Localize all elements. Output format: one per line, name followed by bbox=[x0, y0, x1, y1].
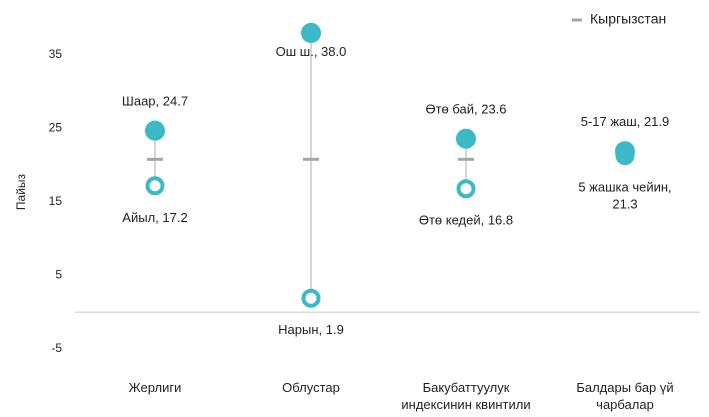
data-label: Шаар, 24.7 bbox=[122, 94, 188, 109]
x-tick-label-line: индексинин квинтили bbox=[401, 397, 530, 412]
y-tick-label: 35 bbox=[49, 47, 63, 61]
x-tick-label-line: чарбалар bbox=[596, 397, 654, 412]
high-dot bbox=[145, 120, 165, 141]
low-dot bbox=[301, 288, 321, 308]
data-label: Нарын, 1.9 bbox=[278, 323, 344, 338]
y-axis-label: Пайыз bbox=[14, 173, 28, 210]
x-tick-label: Жерлиги bbox=[129, 380, 182, 395]
high-dot bbox=[615, 141, 635, 162]
data-label-line: Шаар, 24.7 bbox=[122, 94, 188, 109]
data-label-line: 21.3 bbox=[612, 197, 637, 212]
y-tick-label: -5 bbox=[51, 341, 62, 355]
x-tick-label: Бакубаттуулук индексинин квинтили bbox=[401, 380, 530, 412]
data-label: Өтө бай, 23.6 bbox=[425, 102, 506, 117]
high-dot bbox=[301, 22, 321, 43]
x-tick-label: Облустар bbox=[282, 380, 340, 395]
y-tick-label: 5 bbox=[55, 268, 62, 282]
data-label-line: Нарын, 1.9 bbox=[278, 323, 344, 338]
data-label-line: Өтө кедей, 16.8 bbox=[419, 213, 513, 228]
data-label: Айыл, 17.2 bbox=[122, 210, 187, 225]
x-tick-label-line: Жерлиги bbox=[129, 380, 182, 395]
x-tick-label-line: Балдары бар үй bbox=[576, 380, 673, 395]
y-tick-label: 25 bbox=[49, 121, 63, 135]
data-label: 5 жашка чейин, 21.3 bbox=[578, 180, 671, 212]
x-tick-label-line: Бакубаттуулук bbox=[423, 380, 510, 395]
data-label-line: Өтө бай, 23.6 bbox=[425, 102, 506, 117]
x-tick-label: Балдары бар үй чарбалар bbox=[576, 380, 673, 412]
data-label: 5-17 жаш, 21.9 bbox=[581, 115, 670, 130]
data-label: Ош ш., 38.0 bbox=[276, 44, 347, 59]
x-tick-label-line: Облустар bbox=[282, 380, 340, 395]
data-label-line: Айыл, 17.2 bbox=[122, 210, 187, 225]
y-tick-label: 15 bbox=[49, 194, 63, 208]
low-dot bbox=[456, 179, 476, 199]
data-label-line: 5 жашка чейин, bbox=[578, 180, 671, 195]
data-label-line: 5-17 жаш, 21.9 bbox=[581, 115, 670, 130]
data-label: Өтө кедей, 16.8 bbox=[419, 213, 513, 228]
data-label-line: Ош ш., 38.0 bbox=[276, 44, 347, 59]
low-dot bbox=[145, 176, 165, 196]
legend-label: Кыргызстан bbox=[590, 11, 666, 27]
high-dot bbox=[456, 128, 476, 149]
